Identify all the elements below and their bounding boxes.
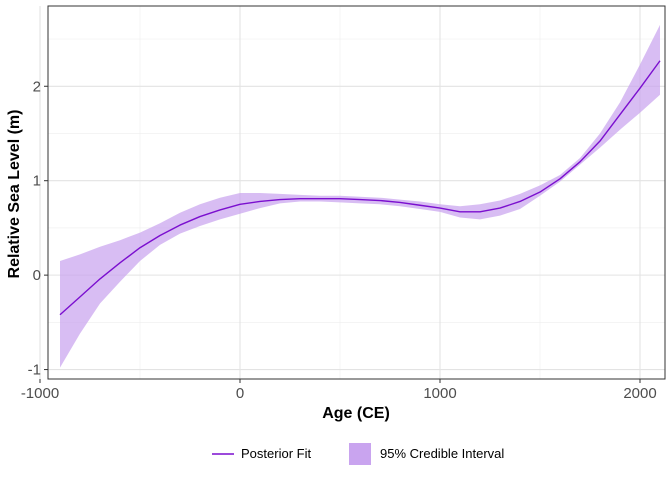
y-axis: -1 0 1 2: [28, 78, 48, 379]
major-gridlines: [39, 6, 665, 379]
posterior-fit-line: [59, 60, 661, 316]
y-tick-label: 0: [33, 267, 41, 284]
y-axis-title: Relative Sea Level (m): [6, 110, 23, 279]
legend-label-credible-interval: 95% Credible Interval: [380, 446, 504, 461]
plot-panel: [48, 6, 665, 379]
x-tick-label: 0: [236, 385, 244, 402]
x-axis: -1000 0 1000 2000: [21, 379, 657, 402]
plot-panel-border: [47, 5, 666, 380]
x-axis-title: Age (CE): [322, 405, 390, 422]
legend: Posterior Fit 95% Credible Interval: [212, 443, 504, 465]
x-tick-label: 2000: [623, 385, 656, 402]
y-tick-label: 2: [33, 78, 41, 95]
legend-key-credible-interval: [349, 443, 371, 465]
x-tick-label: 1000: [423, 385, 456, 402]
y-tick-label: -1: [28, 362, 41, 379]
legend-label-posterior-fit: Posterior Fit: [241, 446, 311, 461]
x-tick-label: -1000: [21, 385, 59, 402]
y-tick-label: 1: [33, 173, 41, 190]
